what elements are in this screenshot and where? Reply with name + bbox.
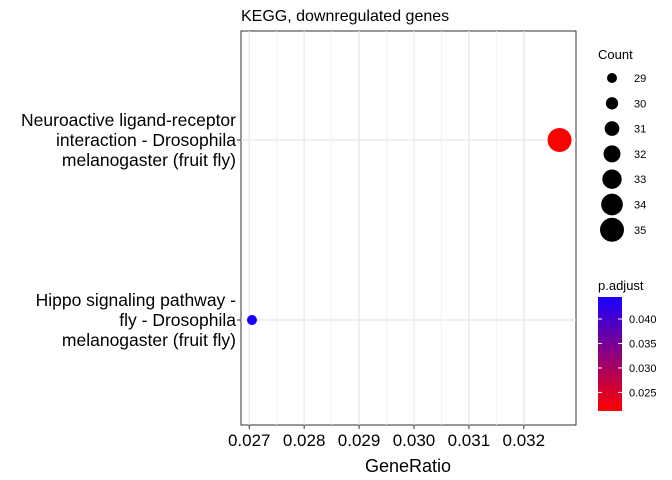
count-legend-dot bbox=[600, 217, 624, 242]
count-legend-label: 31 bbox=[634, 124, 646, 136]
data-point bbox=[246, 315, 257, 325]
chart-title: KEGG, downregulated genes bbox=[241, 8, 449, 25]
y-category-label: melanogaster (fruit fly) bbox=[62, 150, 236, 170]
count-legend-label: 33 bbox=[634, 174, 646, 186]
plot-panel bbox=[240, 30, 577, 426]
minor-gridlines bbox=[276, 31, 497, 425]
p-adjust-legend-label: 0.030 bbox=[629, 363, 657, 375]
count-legend-dot bbox=[605, 97, 619, 110]
x-tick-label: 0.030 bbox=[393, 431, 436, 450]
p-adjust-legend: p.adjust 0.040 0.035 0.030 0.025 bbox=[598, 278, 657, 411]
data-point bbox=[547, 128, 572, 152]
p-adjust-legend-label: 0.025 bbox=[629, 387, 657, 399]
count-legend: Count 29 30 31 32 33 34 35 bbox=[598, 47, 646, 242]
count-legend-label: 32 bbox=[634, 149, 646, 161]
x-tick-label: 0.031 bbox=[448, 431, 491, 450]
x-tick-label: 0.032 bbox=[503, 431, 546, 450]
count-legend-dot bbox=[604, 121, 620, 136]
major-gridlines bbox=[241, 31, 576, 425]
p-adjust-legend-label: 0.035 bbox=[629, 338, 657, 350]
x-tick-label: 0.027 bbox=[228, 431, 271, 450]
y-category-label: melanogaster (fruit fly) bbox=[62, 330, 236, 350]
y-category-label: Neuroactive ligand-receptor bbox=[21, 110, 236, 130]
count-legend-label: 29 bbox=[634, 73, 646, 85]
count-legend-label: 34 bbox=[634, 200, 646, 212]
y-axis: Hippo signaling pathway -fly - Drosophil… bbox=[21, 110, 241, 350]
y-category-label: fly - Drosophila bbox=[119, 310, 236, 330]
y-category-label: interaction - Drosophila bbox=[56, 130, 236, 150]
count-legend-dot bbox=[607, 73, 617, 83]
count-legend-dot bbox=[601, 193, 623, 216]
count-legend-dot bbox=[603, 145, 621, 163]
count-legend-dot bbox=[602, 169, 622, 189]
x-tick-label: 0.028 bbox=[283, 431, 326, 450]
count-legend-title: Count bbox=[598, 47, 633, 62]
count-legend-label: 30 bbox=[634, 98, 646, 110]
x-axis-label: GeneRatio bbox=[365, 456, 451, 476]
x-axis: 0.027 0.028 0.029 0.030 0.031 0.032 bbox=[228, 425, 545, 450]
p-adjust-legend-title: p.adjust bbox=[598, 278, 644, 293]
p-adjust-legend-label: 0.040 bbox=[629, 314, 657, 326]
data-points bbox=[246, 128, 572, 325]
x-tick-label: 0.029 bbox=[338, 431, 381, 450]
p-adjust-colorbar bbox=[598, 297, 622, 411]
count-legend-label: 35 bbox=[634, 225, 646, 237]
y-category-label: Hippo signaling pathway - bbox=[36, 290, 237, 310]
